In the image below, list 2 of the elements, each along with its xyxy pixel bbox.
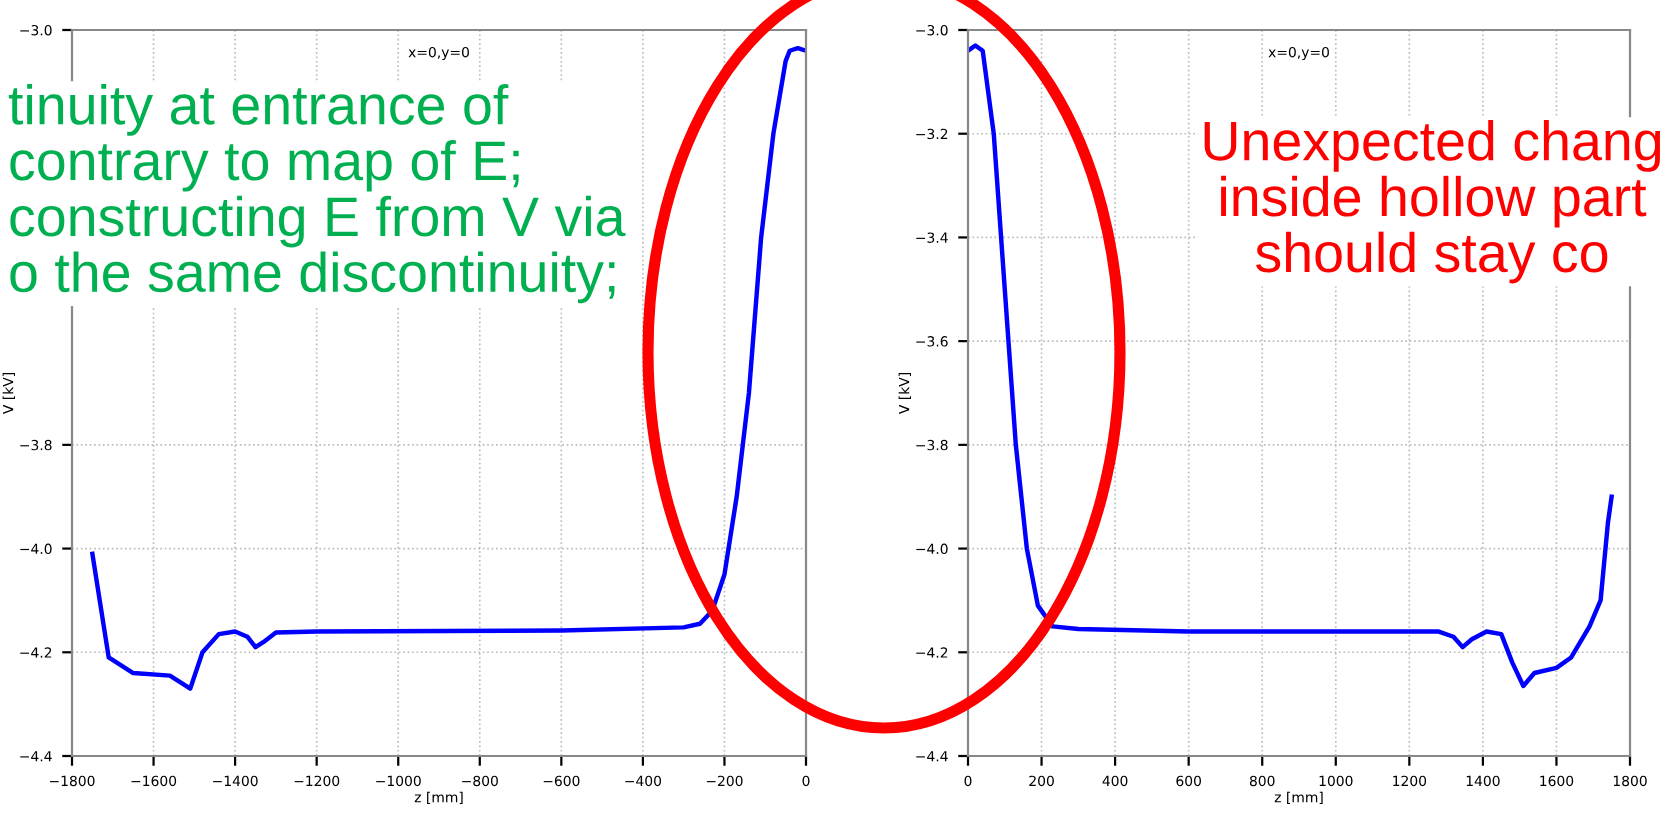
annotation: Unexpected chang inside hollow part should stay co	[1204, 120, 1661, 284]
annotation: tinuity at entrance of contrary to map of E; constructing E from V via o the same discontinuity;	[8, 84, 626, 304]
